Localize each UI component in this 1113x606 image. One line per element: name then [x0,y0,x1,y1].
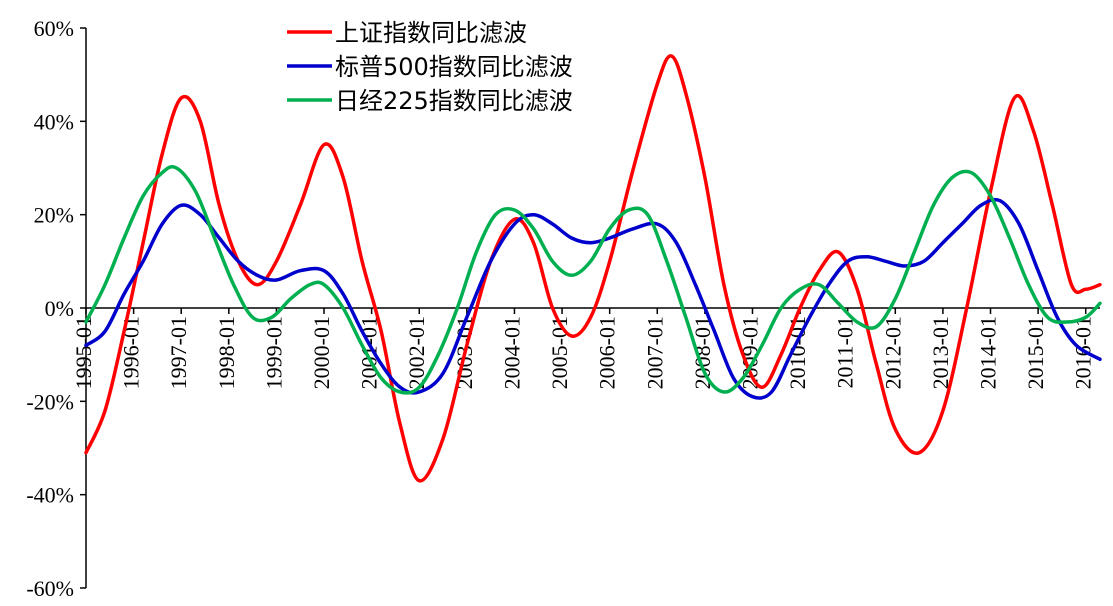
x-tick-label: 2015-01 [1023,316,1048,389]
y-tick-label: 40% [34,109,74,134]
x-axis-ticks: 1995-01 1996-01 1997-01 1998-01 1999-01 2000-… [71,308,1096,389]
legend-label: 日经225指数同比滤波 [335,87,573,115]
nikkei225-line [84,165,1102,395]
x-tick-label: 1997-01 [166,316,191,389]
y-tick-label: 0% [45,296,74,321]
x-tick-label: 2011-01 [833,316,858,389]
x-tick-label: 2000-01 [309,316,334,389]
axes: -60%-40%-20%0%20%40%60% 1995-01 1996-01 19… [26,16,1100,601]
y-tick-label: -60% [26,576,74,601]
series-layer [84,54,1102,483]
x-tick-label: 1999-01 [261,316,286,389]
x-tick-label: 2005-01 [547,316,572,389]
x-tick-label: 2008-01 [690,316,715,389]
sp500-line [84,197,1102,400]
y-tick-label: 20% [34,203,74,228]
x-tick-label: 2013-01 [928,316,953,389]
shanghai-composite-line [84,54,1102,483]
legend-label: 上证指数同比滤波 [335,19,527,47]
x-tick-label: 2016-01 [1071,316,1096,389]
y-tick-label: -20% [26,389,74,414]
x-tick-label: 2012-01 [880,316,905,389]
y-axis-ticks: -60% -40% -20% 0% 20% 40% 60% [26,16,86,601]
x-tick-label: 2007-01 [642,316,667,389]
y-tick-label: 60% [34,16,74,41]
x-tick-label: 1995-01 [71,316,96,389]
legend-item-sp500: 标普500指数同比滤波 [287,53,573,81]
x-tick-label: 2010-01 [785,316,810,389]
legend-item-shanghai-composite: 上证指数同比滤波 [287,19,527,47]
x-tick-label: 1998-01 [214,316,239,389]
x-tick-label: 2006-01 [595,316,620,389]
legend-label: 标普500指数同比滤波 [335,53,573,81]
x-tick-label: 2014-01 [976,316,1001,389]
legend-item-nikkei225: 日经225指数同比滤波 [287,87,573,115]
x-tick-label: 2004-01 [499,316,524,389]
y-tick-label: -40% [26,483,74,508]
x-tick-label: 1996-01 [119,316,144,389]
